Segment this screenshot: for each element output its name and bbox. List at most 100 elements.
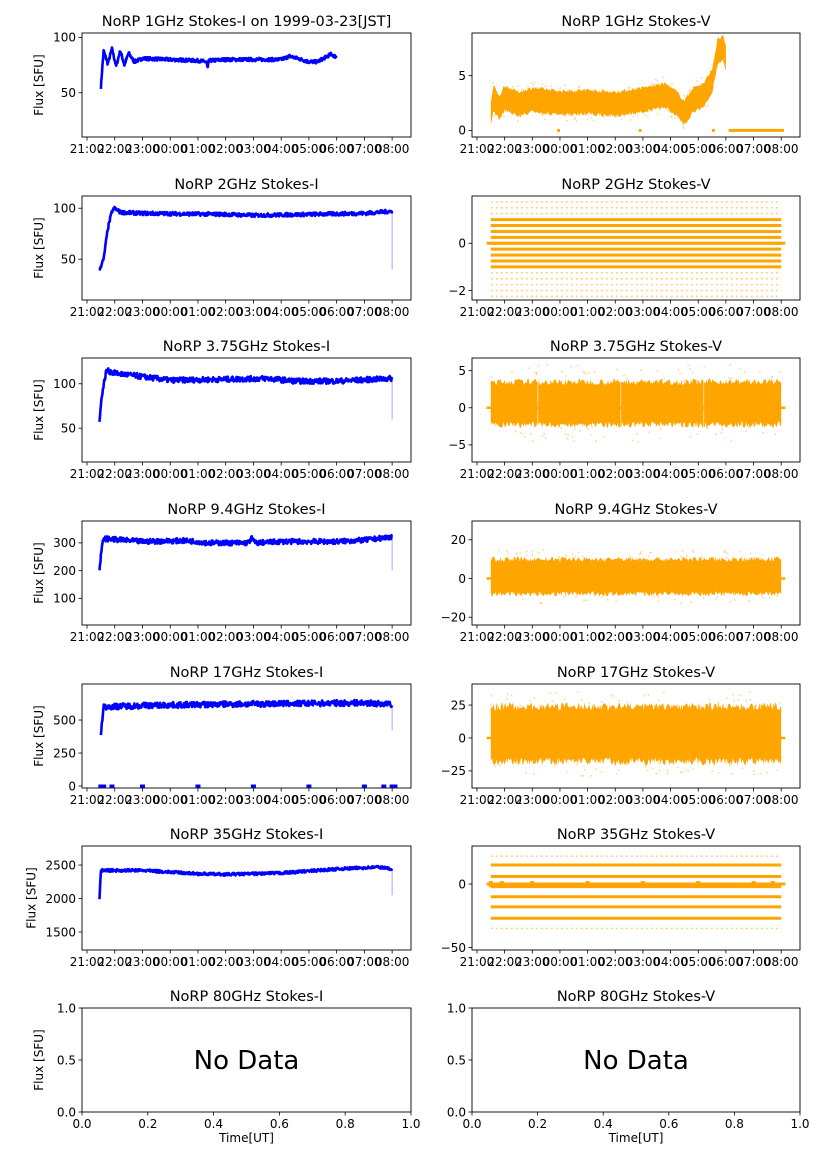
y-axis-label: Flux [SFU] <box>32 705 46 766</box>
plot-area <box>486 549 786 605</box>
plot-area <box>98 533 393 571</box>
x-tick-label: 01:00 <box>570 305 605 319</box>
axes-frame <box>471 520 801 626</box>
y-tick-label: −5 <box>448 438 466 452</box>
x-tick-label: 06:00 <box>709 467 744 481</box>
y-tick-label: 0.5 <box>447 1053 466 1067</box>
scatter-point <box>587 115 590 118</box>
x-tick-label: 05:00 <box>681 305 716 319</box>
scatter-point <box>733 599 736 601</box>
x-tick-label: 22:00 <box>97 305 132 319</box>
x-tick-label: 03:00 <box>236 467 271 481</box>
scatter-point <box>533 697 536 699</box>
y-tick-label: 250 <box>53 746 76 760</box>
scatter-point <box>615 773 618 775</box>
scatter-point <box>568 114 571 117</box>
scatter-point <box>663 377 665 380</box>
scatter-point <box>603 435 606 438</box>
scatter-point <box>638 553 641 555</box>
scatter-point <box>584 373 587 376</box>
y-tick-label: 5 <box>458 364 466 378</box>
scatter-point <box>528 367 531 370</box>
x-tick-label: 0.0 <box>72 1117 91 1131</box>
scatter-point <box>542 549 545 551</box>
scatter-point <box>575 120 578 122</box>
scatter-point <box>657 600 660 603</box>
plot-area <box>486 201 786 298</box>
scatter-point <box>649 551 652 554</box>
x-tick-label: 06:00 <box>709 955 744 969</box>
scatter-point <box>628 86 631 89</box>
axes-frame <box>471 195 801 301</box>
scatter-point <box>574 118 577 121</box>
subplot-stokes-i-1: NoRP 1GHz Stokes-I on 1999-03-23[JST] 21:… <box>32 14 412 156</box>
zero-point <box>585 881 590 888</box>
y-tick-label: 0 <box>458 877 466 891</box>
zero-point <box>499 881 504 888</box>
x-tick-label: 08:00 <box>764 142 799 156</box>
zero-point <box>751 881 756 888</box>
y-axis-label: Flux [SFU] <box>32 379 46 440</box>
y-tick-label: 0 <box>458 237 466 251</box>
y-tick-label: 100 <box>53 202 76 216</box>
x-tick-label: 21:00 <box>70 630 105 644</box>
subplot-title: NoRP 9.4GHz Stokes-V <box>555 502 718 518</box>
x-tick-label: 03:00 <box>626 630 661 644</box>
scatter-point <box>546 363 549 366</box>
scatter-point <box>712 86 715 89</box>
scatter-point <box>715 433 717 436</box>
x-tick-label: 23:00 <box>125 305 160 319</box>
scatter-point <box>747 425 750 428</box>
scatter-point <box>519 704 522 707</box>
x-tick-label: 07:00 <box>347 305 382 319</box>
stokes-v-band <box>490 702 782 766</box>
x-tick-label: 23:00 <box>515 142 550 156</box>
x-tick-label: 22:00 <box>487 467 522 481</box>
y-tick-label: 25 <box>451 698 466 712</box>
subplot-stokes-v-1: NoRP 1GHz Stokes-V 21:0022:0023:0000:0001… <box>458 14 801 156</box>
scatter-point <box>662 691 665 694</box>
x-tick-label: 21:00 <box>460 467 495 481</box>
scatter-point <box>600 770 603 773</box>
scatter-point <box>517 85 519 88</box>
scatter-point <box>752 770 755 773</box>
x-tick-label: 0.4 <box>594 1117 613 1131</box>
scatter-point <box>632 115 635 118</box>
scatter-point <box>644 765 647 768</box>
scatter-point <box>600 701 603 704</box>
x-tick-label: 03:00 <box>626 142 661 156</box>
x-tick-label: 00:00 <box>543 142 578 156</box>
scatter-point <box>629 119 632 121</box>
scatter-point <box>571 435 574 438</box>
x-tick-label: 01:00 <box>570 467 605 481</box>
scatter-point <box>595 440 598 443</box>
scatter-point <box>717 772 720 774</box>
scatter-point <box>530 82 532 85</box>
scatter-point <box>737 698 740 701</box>
y-tick-label: 50 <box>61 422 76 436</box>
scatter-point <box>563 84 566 87</box>
scatter-point <box>748 600 750 602</box>
scatter-point <box>562 596 565 598</box>
scatter-point <box>696 433 699 435</box>
scatter-point <box>538 551 540 554</box>
scatter-point <box>519 432 522 434</box>
scatter-point <box>762 431 765 434</box>
y-tick-label: 50 <box>61 253 76 267</box>
y-tick-label: 0 <box>68 779 76 793</box>
scatter-point <box>555 692 558 695</box>
scatter-point <box>521 432 524 435</box>
x-axis-label: Time[UT] <box>218 1131 274 1145</box>
x-tick-label: 04:00 <box>264 467 299 481</box>
scatter-point <box>636 114 639 117</box>
scatter-point <box>696 705 699 707</box>
scatter-point <box>690 601 692 604</box>
x-tick-label: 02:00 <box>598 630 633 644</box>
scatter-point <box>594 768 597 771</box>
y-tick-label: −25 <box>441 764 466 778</box>
stokes-i-series <box>98 367 394 422</box>
x-tick-label: 05:00 <box>292 793 327 807</box>
scatter-point <box>536 373 538 376</box>
x-tick-label: 01:00 <box>181 467 216 481</box>
scatter-point <box>689 435 692 438</box>
